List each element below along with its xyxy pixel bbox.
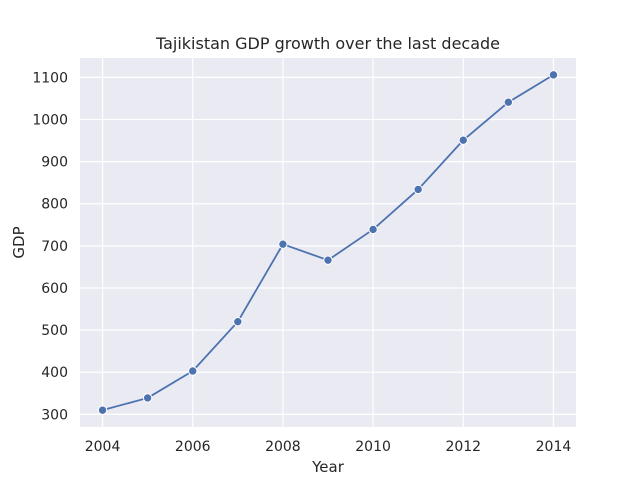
x-tick-label: 2006 <box>175 439 211 455</box>
data-point <box>548 70 559 80</box>
y-tick-label: 300 <box>41 407 68 423</box>
x-tick-label: 2004 <box>85 439 121 455</box>
data-point <box>233 316 243 327</box>
data-point <box>188 366 198 376</box>
data-point <box>142 393 153 403</box>
y-tick-label: 500 <box>41 323 68 339</box>
data-point <box>368 224 378 235</box>
data-point <box>323 255 333 265</box>
x-tick-label: 2008 <box>265 439 301 455</box>
data-point <box>278 239 288 249</box>
y-axis-label: GDP <box>10 226 28 258</box>
chart-title: Tajikistan GDP growth over the last deca… <box>155 34 500 53</box>
x-tick-label: 2012 <box>445 439 481 455</box>
data-point-layer <box>97 70 559 415</box>
x-axis-label: Year <box>311 458 345 476</box>
y-tick-label: 800 <box>41 197 68 213</box>
data-point <box>503 97 514 107</box>
x-tick-label: 2014 <box>536 439 572 455</box>
x-axis-ticks: 2004 2006 2008 2010 2012 2014 <box>85 439 572 455</box>
y-tick-label: 1100 <box>32 70 68 86</box>
y-tick-label: 600 <box>41 281 68 297</box>
y-axis-ticks: 300 400 500 600 700 800 900 1000 1100 <box>32 70 68 423</box>
y-tick-label: 1000 <box>32 113 68 129</box>
y-tick-label: 700 <box>41 239 68 255</box>
x-tick-label: 2010 <box>355 439 391 455</box>
data-point <box>413 184 423 195</box>
grid-lines <box>80 58 576 427</box>
data-point <box>97 405 108 415</box>
y-tick-label: 400 <box>41 365 68 381</box>
y-tick-label: 900 <box>41 155 68 171</box>
data-point <box>458 135 468 145</box>
